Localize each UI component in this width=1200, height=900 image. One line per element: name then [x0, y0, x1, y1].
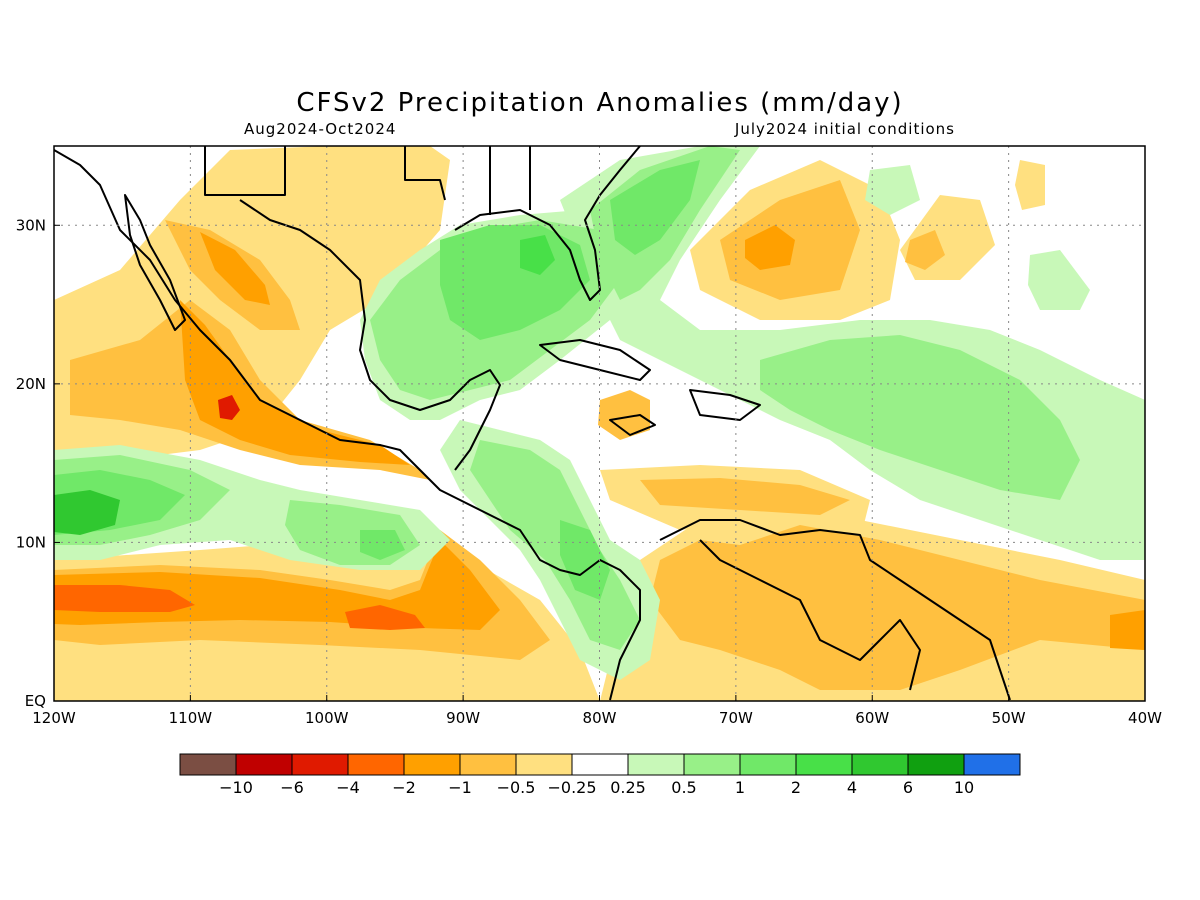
x-tick-label: 40W — [1128, 709, 1162, 727]
anomaly-dgreen-epac — [54, 490, 120, 535]
colorbar-swatch — [963, 753, 1021, 776]
colorbar-label: −6 — [280, 778, 304, 797]
colorbar-swatch — [907, 753, 965, 776]
anomaly-dorange-atlantic — [745, 225, 795, 270]
colorbar-swatch — [627, 753, 685, 776]
colorbar-label: 4 — [847, 778, 857, 797]
colorbar-swatch — [515, 753, 573, 776]
forecast-period: Aug2024-Oct2024 — [244, 120, 396, 138]
colorbar-swatch — [795, 753, 853, 776]
anomaly-dorange-baja — [200, 232, 270, 305]
colorbar-swatch — [347, 753, 405, 776]
colorbar-label: −1 — [448, 778, 472, 797]
colorbar-swatch — [235, 753, 293, 776]
colorbar-label: 10 — [954, 778, 974, 797]
anomaly-green-ne-atl2 — [865, 165, 920, 215]
anomaly-dorange-eastatl — [1110, 610, 1145, 650]
anomaly-green-ne-atl — [1028, 250, 1090, 310]
y-tick-label: 20N — [16, 375, 46, 393]
anomaly-green-epac2-core — [360, 530, 405, 560]
x-axis: 120W 110W 100W 90W 80W 70W 60W 50W 40W — [32, 695, 1162, 727]
colorbar-label: 1 — [735, 778, 745, 797]
anomaly-green-atl-core — [610, 160, 700, 255]
colorbar-swatch — [683, 753, 741, 776]
y-tick-label: EQ — [25, 692, 46, 710]
anomaly-orange-south-america — [650, 525, 1145, 690]
y-tick-label: 30N — [16, 216, 46, 234]
x-tick-label: 50W — [992, 709, 1026, 727]
x-tick-label: 90W — [446, 709, 480, 727]
colorbar-label: 0.5 — [671, 778, 696, 797]
anomaly-green-ca-core — [560, 520, 610, 600]
colorbar-label: −0.25 — [547, 778, 596, 797]
colorbar-swatch — [571, 753, 629, 776]
colorbar-swatch — [403, 753, 461, 776]
chart-title: CFSv2 Precipitation Anomalies (mm/day) — [296, 88, 903, 118]
colorbar-label: −4 — [336, 778, 360, 797]
anomaly-orange-cent-atl — [905, 230, 945, 270]
colorbar-label: −0.5 — [497, 778, 536, 797]
y-tick-label: 10N — [16, 533, 46, 551]
x-tick-label: 60W — [855, 709, 889, 727]
coastlines — [54, 146, 1011, 701]
anomaly-mgreen-atl-east — [760, 335, 1080, 500]
anomaly-light-orange-ne-corner — [1015, 160, 1045, 210]
colorbar-swatch — [851, 753, 909, 776]
colorbar-swatch — [179, 753, 237, 776]
y-axis: EQ 10N 20N 30N — [16, 216, 60, 710]
x-tick-label: 70W — [719, 709, 753, 727]
colorbar-label: 2 — [791, 778, 801, 797]
colorbar-label: −2 — [392, 778, 416, 797]
x-tick-label: 120W — [32, 709, 76, 727]
anomaly-orange-carib — [640, 478, 850, 515]
anomaly-dgreen-gulf — [520, 235, 555, 275]
anomaly-red-orange-itcz2 — [345, 605, 425, 630]
anomaly-orange-hispaniola — [598, 390, 650, 440]
colorbar-swatch — [739, 753, 797, 776]
initial-conditions: July2024 initial conditions — [734, 120, 955, 138]
anomaly-red-orange-itcz — [54, 585, 195, 612]
x-tick-label: 80W — [583, 709, 617, 727]
colorbar: −10 −6 −4 −2 −1 −0.5 −0.25 0.25 0.5 1 2 4 6 10 — [179, 753, 1021, 797]
colorbar-label: 6 — [903, 778, 913, 797]
x-tick-label: 110W — [169, 709, 213, 727]
map-gridlines — [54, 146, 1145, 701]
colorbar-label: 0.25 — [610, 778, 646, 797]
colorbar-label: −10 — [219, 778, 253, 797]
anomaly-red-orange-mexico — [218, 395, 240, 420]
colorbar-swatch — [459, 753, 517, 776]
anomaly-dorange-mexico — [180, 300, 410, 465]
x-tick-label: 100W — [305, 709, 349, 727]
colorbar-swatch — [291, 753, 349, 776]
